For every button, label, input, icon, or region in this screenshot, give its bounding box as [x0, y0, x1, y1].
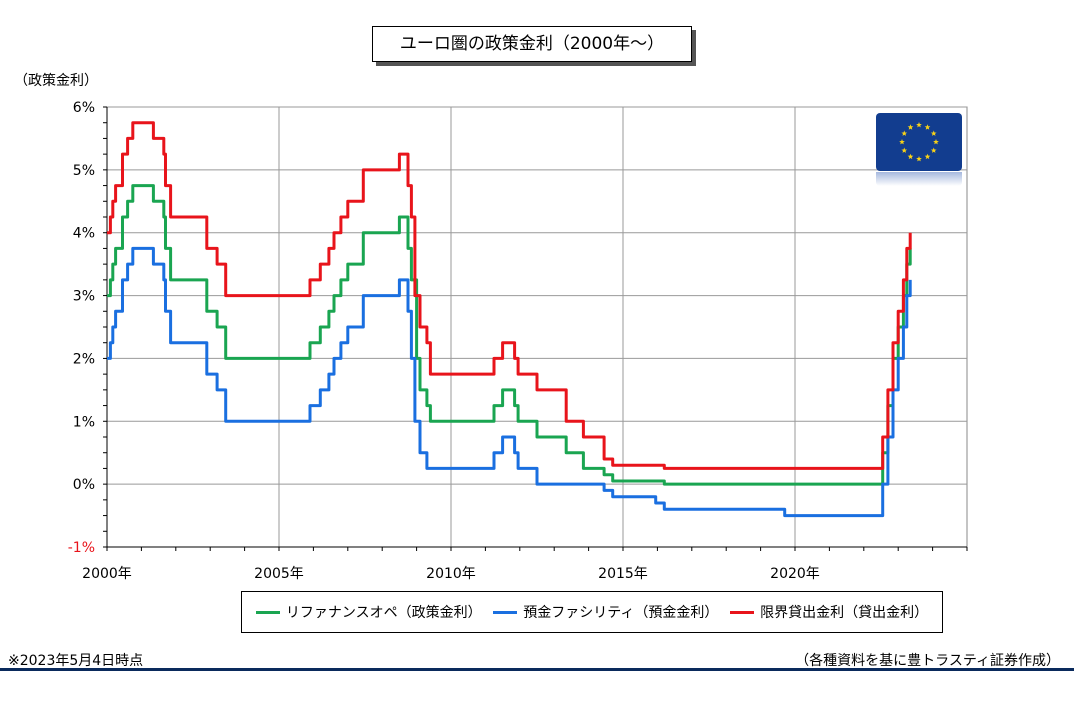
y-tick-label: 5%	[73, 163, 95, 179]
x-tick-label: 2015年	[598, 566, 648, 582]
x-tick-label: 2005年	[254, 566, 304, 582]
date-footnote: ※2023年5月4日時点	[8, 653, 144, 669]
y-axis-label: （政策金利）	[14, 73, 98, 89]
flag-star	[916, 122, 922, 128]
eu-flag-icon	[876, 113, 962, 171]
flag-star	[907, 124, 914, 130]
series-line-1	[107, 246, 912, 518]
tick-labels: 6% 5% 4% 3% 2% 1% 0% -1% 2000年 2005年 2010年 2015年 202…	[68, 100, 820, 582]
chart-legend: リファナンスオペ（政策金利） 預金ファシリティ（預金金利） 限界貸出金利（貸出金…	[241, 591, 943, 633]
legend-swatch-deposit	[493, 610, 518, 614]
flag-star	[901, 147, 908, 153]
flag-star	[916, 156, 922, 162]
x-tick-label: 2010年	[426, 566, 476, 582]
legend-label-deposit: 預金ファシリティ（預金金利）	[523, 605, 719, 621]
flag-reflection	[876, 172, 962, 186]
chart-plot: 6% 5% 4% 3% 2% 1% 0% -1% 2000年 2005年 2010年 2015年 202…	[68, 100, 968, 582]
chart-title: ユーロ圏の政策金利（2000年～）	[372, 26, 692, 62]
series-line-2	[107, 121, 912, 470]
flag-star	[924, 153, 931, 160]
y-tick-label: 4%	[73, 226, 95, 242]
y-tick-label: 0%	[73, 477, 95, 493]
legend-label-refinancing: リファナンスオペ（政策金利）	[285, 605, 482, 621]
y-tick-label: 1%	[73, 414, 95, 430]
x-tick-label: 2020年	[770, 566, 820, 582]
legend-label-marginal-lending: 限界貸出金利（貸出金利）	[760, 605, 929, 621]
legend-swatch-marginal-lending	[730, 610, 755, 614]
series-lines	[107, 121, 912, 518]
source-footnote: （各種資料を基に豊トラスティ証券作成）	[795, 653, 1060, 669]
flag-star	[930, 147, 937, 153]
x-tick-label: 2000年	[82, 566, 132, 582]
axes	[103, 106, 968, 551]
legend-swatch-refinancing	[255, 610, 280, 614]
flag-star	[930, 130, 937, 136]
flag-star	[933, 139, 939, 145]
flag-star	[901, 130, 908, 136]
legend-item-marginal-lending: 限界貸出金利（貸出金利）	[730, 602, 928, 622]
flag-star	[899, 139, 905, 145]
series-line-0	[107, 184, 912, 486]
y-tick-label: -1%	[68, 540, 95, 556]
y-tick-label: 3%	[73, 289, 95, 305]
y-tick-label: 6%	[73, 100, 95, 116]
flag-star	[924, 124, 931, 130]
bottom-divider	[0, 668, 1074, 671]
legend-item-refinancing: リファナンスオペ（政策金利）	[255, 602, 482, 622]
flag-star	[907, 153, 914, 160]
y-tick-label: 2%	[73, 351, 95, 367]
legend-item-deposit: 預金ファシリティ（預金金利）	[493, 602, 718, 622]
